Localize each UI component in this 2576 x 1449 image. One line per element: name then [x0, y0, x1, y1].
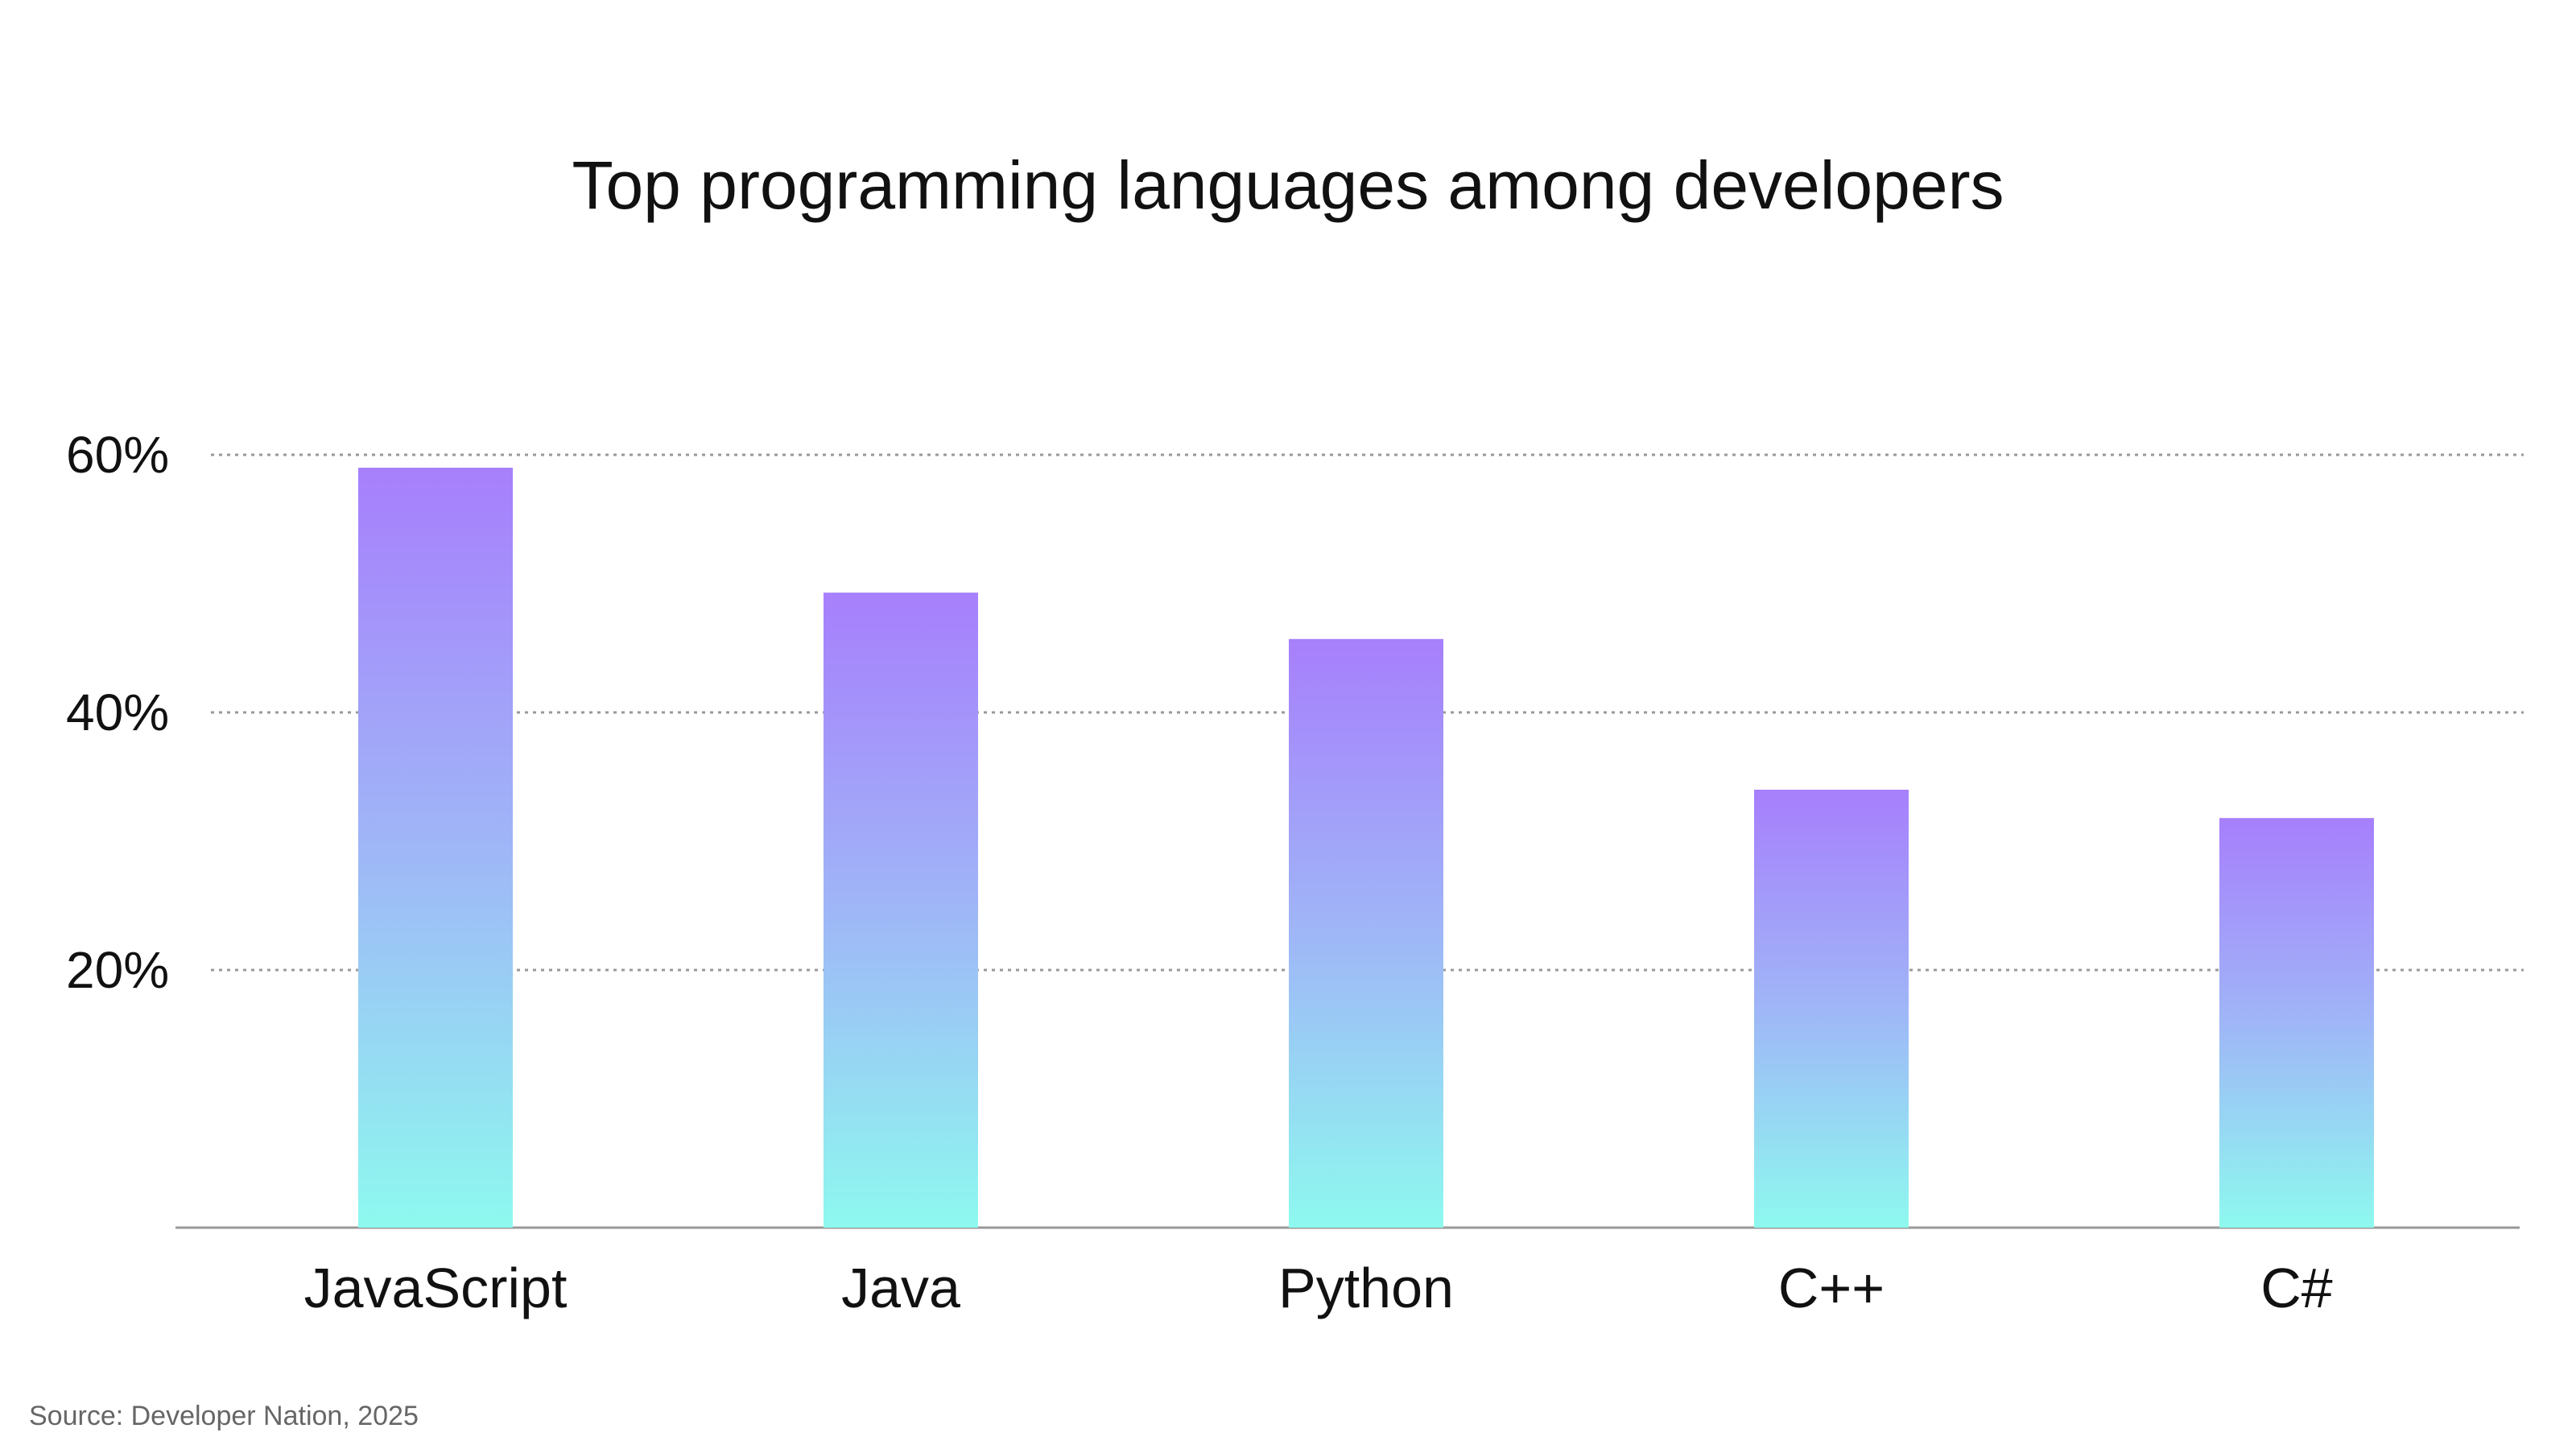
- bar-csharp: [2219, 818, 2374, 1228]
- bar-javascript: [358, 468, 513, 1228]
- y-tick-label: 60%: [66, 426, 169, 484]
- y-tick-label: 40%: [66, 683, 169, 741]
- bar-cplusplus: [1754, 790, 1909, 1228]
- bar-java: [824, 592, 978, 1228]
- x-category-label: JavaScript: [304, 1257, 568, 1319]
- source-note: Source: Developer Nation, 2025: [29, 1401, 419, 1431]
- bar-python: [1289, 638, 1443, 1228]
- x-category-label: Python: [1278, 1257, 1454, 1319]
- x-category-label: C#: [2260, 1257, 2333, 1319]
- chart-title: Top programming languages among develope…: [572, 147, 2004, 223]
- x-category-label: Java: [841, 1257, 960, 1319]
- y-tick-label: 20%: [66, 941, 169, 999]
- x-category-label: C++: [1778, 1257, 1885, 1319]
